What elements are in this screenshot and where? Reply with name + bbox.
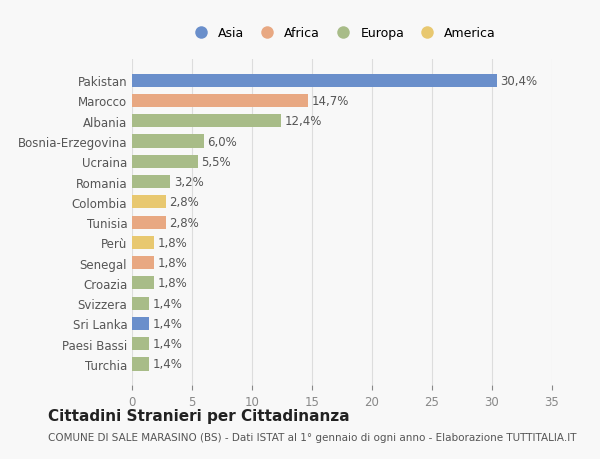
Bar	[132, 358, 149, 371]
Text: 2,8%: 2,8%	[169, 196, 199, 209]
Bar	[132, 74, 497, 88]
Text: 14,7%: 14,7%	[312, 95, 349, 108]
Text: COMUNE DI SALE MARASINO (BS) - Dati ISTAT al 1° gennaio di ogni anno - Elaborazi: COMUNE DI SALE MARASINO (BS) - Dati ISTA…	[48, 432, 577, 442]
Bar	[132, 135, 204, 148]
Bar	[132, 115, 281, 128]
Text: 1,4%: 1,4%	[152, 337, 182, 350]
Bar	[132, 297, 149, 310]
Text: 30,4%: 30,4%	[500, 74, 538, 88]
Text: 12,4%: 12,4%	[284, 115, 322, 128]
Bar	[132, 196, 166, 209]
Bar	[132, 216, 166, 229]
Text: 1,4%: 1,4%	[152, 297, 182, 310]
Text: 6,0%: 6,0%	[208, 135, 238, 148]
Text: 1,8%: 1,8%	[157, 257, 187, 269]
Bar	[132, 236, 154, 249]
Bar	[132, 95, 308, 108]
Text: 2,8%: 2,8%	[169, 216, 199, 229]
Text: Cittadini Stranieri per Cittadinanza: Cittadini Stranieri per Cittadinanza	[48, 408, 350, 423]
Text: 3,2%: 3,2%	[174, 176, 204, 189]
Text: 1,4%: 1,4%	[152, 317, 182, 330]
Bar	[132, 337, 149, 351]
Bar	[132, 257, 154, 269]
Text: 1,8%: 1,8%	[157, 277, 187, 290]
Legend: Asia, Africa, Europa, America: Asia, Africa, Europa, America	[184, 23, 500, 44]
Text: 5,5%: 5,5%	[202, 156, 231, 168]
Text: 1,4%: 1,4%	[152, 358, 182, 371]
Text: 1,8%: 1,8%	[157, 236, 187, 249]
Bar	[132, 176, 170, 189]
Bar	[132, 317, 149, 330]
Bar	[132, 277, 154, 290]
Bar	[132, 156, 198, 168]
